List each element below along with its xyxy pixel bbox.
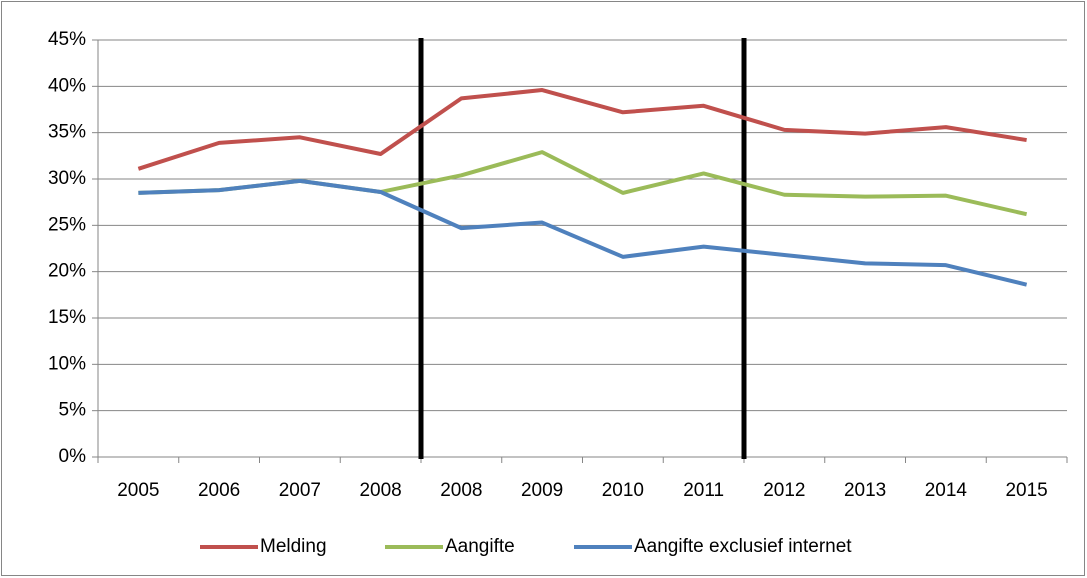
x-tick-label: 2006 bbox=[198, 480, 240, 501]
x-tick-label: 2012 bbox=[763, 480, 805, 501]
y-tick-label: 10% bbox=[48, 353, 86, 374]
legend-label: Aangifte exclusief internet bbox=[634, 536, 852, 557]
x-tick-label: 2010 bbox=[602, 480, 644, 501]
series-line bbox=[137, 88, 1027, 171]
x-tick-label: 2005 bbox=[117, 480, 159, 501]
x-tick-label: 2014 bbox=[925, 480, 968, 501]
y-tick-label: 20% bbox=[48, 261, 86, 282]
x-tick-label: 2011 bbox=[683, 480, 724, 501]
y-tick-label: 15% bbox=[48, 307, 86, 328]
y-tick-label: 30% bbox=[48, 168, 86, 189]
x-tick-label: 2015 bbox=[1005, 480, 1047, 501]
y-tick-label: 35% bbox=[48, 122, 86, 143]
y-tick-label: 5% bbox=[59, 400, 87, 421]
x-tick-label: 2008 bbox=[440, 480, 482, 501]
x-tick-label: 2007 bbox=[279, 480, 321, 501]
y-tick-label: 40% bbox=[48, 75, 86, 96]
x-tick-label: 2013 bbox=[844, 480, 886, 501]
x-tick-label: 2009 bbox=[521, 480, 563, 501]
y-tick-label: 45% bbox=[48, 29, 86, 50]
y-tick-label: 0% bbox=[59, 446, 87, 467]
legend-label: Aangifte bbox=[445, 536, 515, 557]
series-line bbox=[138, 178, 1028, 287]
y-tick-label: 25% bbox=[48, 214, 86, 235]
legend-label: Melding bbox=[260, 536, 327, 557]
x-tick-label: 2008 bbox=[359, 480, 401, 501]
